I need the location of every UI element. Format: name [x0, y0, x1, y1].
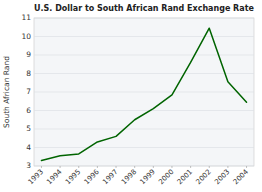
x-tick-label: 1998: [120, 168, 138, 186]
x-tick: [190, 166, 191, 168]
x-tick: [209, 166, 210, 168]
x-tick-label: 1997: [101, 168, 119, 186]
x-tick: [134, 166, 135, 168]
grid-line: [34, 92, 254, 93]
x-tick-label: 1994: [45, 168, 64, 187]
x-tick: [60, 166, 61, 168]
y-tick-label: 9: [26, 50, 31, 59]
x-tick-label: 2003: [213, 168, 231, 186]
x-tick: [227, 166, 228, 168]
y-tick-label: 8: [26, 69, 31, 78]
grid-line: [34, 147, 254, 148]
x-tick-label: 1993: [27, 168, 45, 186]
x-tick-label: 2000: [157, 168, 175, 186]
y-tick-label: 5: [26, 124, 31, 133]
x-tick: [41, 166, 42, 168]
x-tick-label: 2001: [176, 168, 194, 186]
x-tick: [116, 166, 117, 168]
series-group: [41, 28, 246, 160]
y-axis-label: South African Rand: [2, 56, 11, 128]
x-tick-label: 1999: [139, 168, 157, 186]
x-tick: [246, 166, 247, 168]
x-tick-label: 1996: [83, 168, 102, 187]
data-line: [41, 28, 246, 160]
y-tick-label: 4: [26, 143, 31, 152]
grid-line: [34, 36, 254, 37]
plot-area: [34, 18, 254, 166]
y-tick-label: 10: [21, 32, 31, 41]
title: U.S. Dollar to South African Rand Exchan…: [34, 4, 254, 13]
y-tick-label: 3: [26, 161, 31, 170]
grid-line: [34, 73, 254, 74]
x-tick: [153, 166, 154, 168]
x-tick: [97, 166, 98, 168]
y-tick-label: 11: [21, 13, 31, 22]
y-tick-label: 6: [26, 106, 31, 115]
x-tick-label: 2004: [232, 168, 251, 187]
y-tick-label: 7: [26, 87, 31, 96]
chart: 3456789101119931994199519961997199819992…: [0, 0, 262, 192]
grid-line: [34, 18, 254, 19]
x-tick: [78, 166, 79, 168]
x-tick-label: 2002: [195, 168, 213, 186]
grid-line: [34, 110, 254, 111]
chart-container: 3456789101119931994199519961997199819992…: [0, 0, 262, 192]
grid-line: [34, 55, 254, 56]
x-tick-label: 1995: [64, 168, 82, 186]
x-tick: [171, 166, 172, 168]
grid-line: [34, 129, 254, 130]
grid-line: [34, 166, 254, 167]
